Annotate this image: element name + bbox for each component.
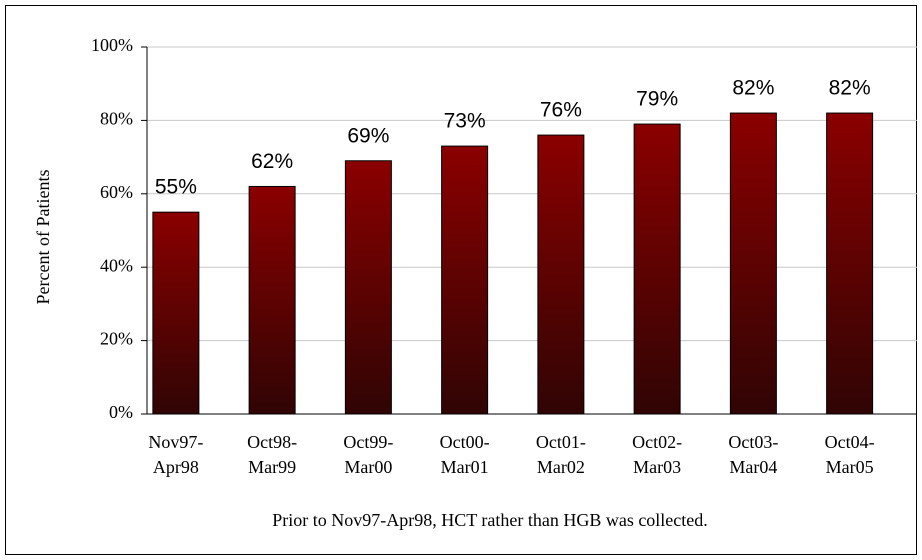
x-tick-label: Oct04- Mar05 [824,432,875,477]
y-tick-label: 60% [100,182,133,202]
data-label: 82% [732,77,774,100]
x-tick-label: Oct01- Mar02 [535,432,586,477]
x-tick-label: Oct99- Mar00 [343,432,394,477]
data-label: 55% [155,176,197,199]
chart-border [5,5,917,555]
data-label: 82% [829,77,871,100]
x-tick-label: Oct03- Mar04 [728,432,779,477]
x-tick-label: Oct98- Mar99 [247,432,298,477]
y-tick-label: 100% [91,35,133,55]
x-tick-label: Nov97- Apr98 [148,432,204,477]
data-label: 62% [251,150,293,173]
x-tick-label: Oct02- Mar03 [632,432,683,477]
y-axis-label: Percent of Patients [33,170,53,305]
bar [537,134,585,415]
bar [344,160,392,415]
data-label: 76% [540,99,582,122]
bar [826,112,874,415]
y-tick-label: 0% [109,402,133,422]
bar [248,185,296,415]
data-label: 73% [444,110,486,133]
y-tick-label: 40% [100,255,133,275]
y-tick-label: 20% [100,329,133,349]
bar [633,123,681,415]
x-tick-label: Oct00- Mar01 [439,432,490,477]
data-label: 79% [636,88,678,111]
y-tick-label: 80% [100,109,133,129]
bar [441,145,489,415]
bar [729,112,777,415]
data-label: 69% [347,124,389,147]
bar [152,211,200,415]
note: Prior to Nov97-Apr98, HCT rather than HG… [272,510,708,530]
